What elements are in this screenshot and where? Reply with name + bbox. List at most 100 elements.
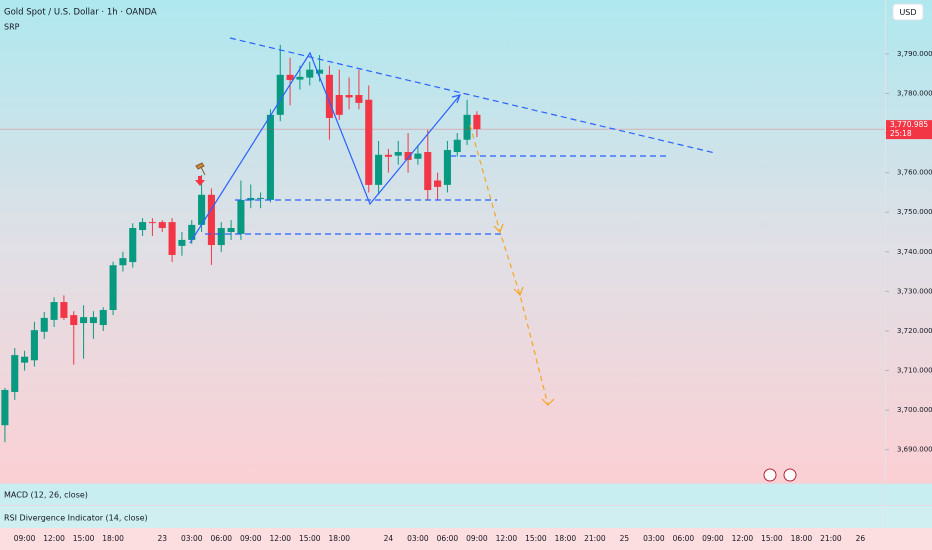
candle-body	[207, 194, 215, 246]
candle-body	[375, 154, 383, 185]
x-tick-label: 23	[157, 534, 167, 543]
trend-line	[229, 37, 716, 154]
y-tick-label: 3,690.000	[897, 446, 932, 454]
candle-body	[70, 315, 78, 326]
candle-body	[355, 95, 363, 103]
chart-subtitle: SRP	[4, 23, 20, 32]
zigzag-arrow	[451, 94, 461, 104]
candle-body	[178, 239, 186, 246]
candle-body	[404, 152, 412, 160]
currency-button[interactable]	[892, 3, 924, 21]
price-tag-label: 3,770.985	[890, 120, 928, 129]
y-tick-label: 3,740.000	[897, 248, 932, 256]
candle-body	[21, 356, 29, 363]
countdown: 25:18	[890, 129, 912, 138]
candle-body	[30, 330, 38, 361]
y-tick-label: 3,720.000	[897, 327, 932, 335]
event-flag[interactable]	[763, 468, 777, 482]
candle-body	[345, 95, 353, 98]
y-tick-label: 3,730.000	[897, 287, 932, 295]
y-tick-label: 3,790.000	[897, 50, 932, 58]
candle-body	[335, 95, 343, 115]
x-tick-label: 15:00	[73, 534, 95, 543]
candle-body	[286, 74, 294, 80]
y-tick-label: 3,710.000	[897, 367, 932, 375]
chart-title: Gold Spot / U.S. Dollar · 1h · OANDA	[4, 8, 157, 18]
projection-head	[493, 223, 504, 234]
candle-body	[119, 258, 127, 266]
projection-head	[513, 286, 524, 297]
event-flag[interactable]	[783, 468, 797, 482]
x-tick-label: 12:00	[732, 534, 754, 543]
y-tick-label: 3,780.000	[897, 89, 932, 97]
indicator-label: RSI Divergence Indicator (14, close)	[4, 514, 148, 523]
candle-body	[50, 302, 58, 320]
candle-body	[60, 302, 68, 318]
x-tick-label: 15:00	[299, 534, 321, 543]
candle-body	[473, 114, 481, 130]
candle-body	[394, 152, 402, 156]
candle-body	[306, 69, 314, 78]
background	[0, 0, 932, 483]
x-tick-label: 18:00	[102, 534, 124, 543]
x-tick-label: 15:00	[525, 534, 547, 543]
candle-body	[463, 114, 471, 140]
candle-body	[384, 154, 392, 157]
x-tick-label: 26	[856, 534, 866, 543]
candle-body	[414, 153, 422, 159]
rsi-pane	[0, 506, 932, 528]
candle-body	[276, 74, 284, 115]
candle-body	[129, 228, 137, 263]
candle-body	[296, 76, 304, 80]
x-tick-label: 21:00	[584, 534, 606, 543]
candle-body	[325, 74, 333, 118]
x-tick-label: 25	[620, 534, 630, 543]
candle-body	[247, 197, 255, 201]
x-tick-label: 12:00	[496, 534, 518, 543]
candle-body	[188, 224, 196, 240]
x-tick-label: 03:00	[181, 534, 203, 543]
candle-body	[365, 99, 373, 185]
x-tick-label: 24	[384, 534, 394, 543]
drawings	[189, 37, 797, 482]
candle-body	[158, 222, 166, 229]
plot	[0, 44, 885, 443]
price-tag	[886, 120, 932, 140]
projection-head	[541, 398, 555, 406]
candle-body	[89, 317, 97, 324]
x-tick-label: 21:00	[820, 534, 842, 543]
x-tick-label: 09:00	[466, 534, 488, 543]
hammer-icon	[195, 162, 206, 176]
macd-pane	[0, 483, 932, 505]
candle-body	[227, 228, 235, 232]
zigzag	[189, 51, 461, 244]
y-tick-label: 3,750.000	[897, 208, 932, 216]
candle-body	[266, 114, 274, 200]
currency[interactable]: USD	[899, 8, 916, 17]
y-tick-label: 3,700.000	[897, 406, 932, 414]
down-arrow-icon	[195, 176, 205, 186]
x-tick-label: 03:00	[407, 534, 429, 543]
x-tick-label: 06:00	[437, 534, 459, 543]
x-tick-label: 06:00	[673, 534, 695, 543]
x-tick-label: 03:00	[643, 534, 665, 543]
x-tick-label: 18:00	[791, 534, 813, 543]
x-tick-label: 06:00	[210, 534, 232, 543]
x-tick-label: 12:00	[269, 534, 291, 543]
x-tick-label: 09:00	[240, 534, 262, 543]
x-tick-label: 18:00	[328, 534, 350, 543]
candle-body	[11, 355, 19, 392]
candle-body	[443, 150, 451, 185]
candle-body	[316, 69, 324, 74]
candle-body	[148, 222, 156, 224]
candle-body	[80, 317, 88, 324]
candle-body	[237, 199, 245, 234]
candle-body	[434, 180, 442, 187]
time-axis	[0, 528, 932, 550]
candle-body	[424, 152, 432, 191]
candle-body	[257, 197, 265, 199]
candle-body	[99, 309, 107, 326]
projection	[469, 124, 549, 406]
